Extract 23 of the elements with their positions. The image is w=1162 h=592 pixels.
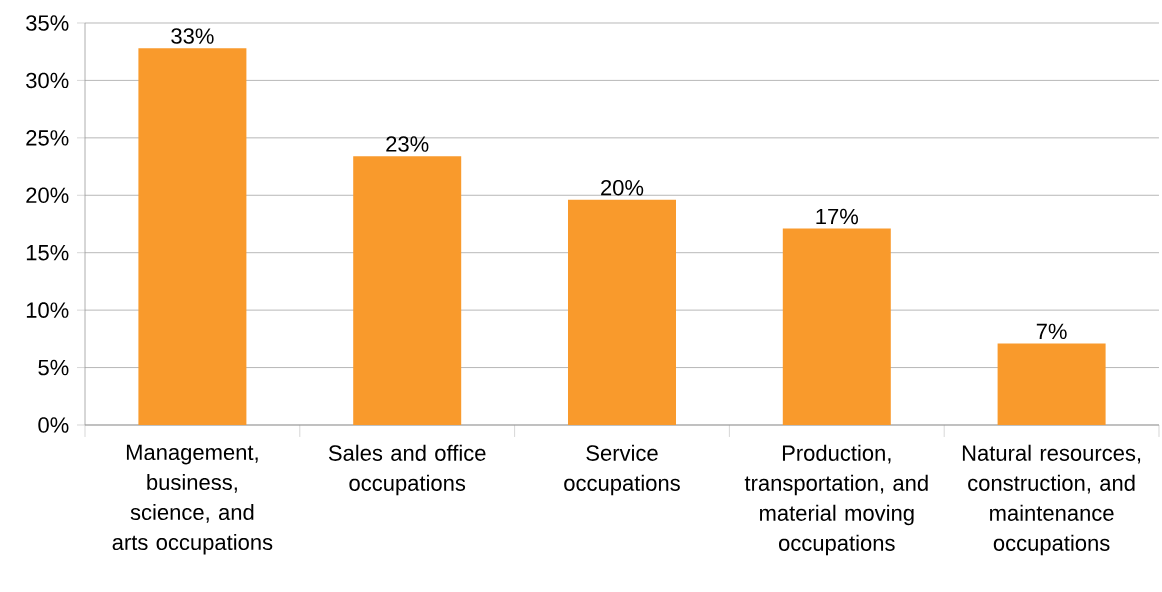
data-label: 7% (1036, 323, 1067, 340)
y-tick-label: 10% (26, 302, 69, 318)
y-tick-label: 0% (38, 417, 69, 433)
data-label: 20% (601, 179, 644, 196)
data-label: 17% (816, 208, 858, 225)
bar (997, 343, 1106, 425)
bar (568, 199, 676, 425)
data-label: 23% (386, 136, 429, 152)
x-tick-label: Management, business, science, and arts occupations (112, 444, 273, 555)
x-tick-label: Sales and office occupations (328, 444, 486, 496)
x-tick-label: Natural resources, construction, and maintenance occupations (962, 444, 1141, 556)
y-tick-label: 30% (26, 72, 69, 89)
x-tick-label: Service occupations (564, 444, 680, 496)
y-tick-label: 35% (26, 15, 69, 31)
data-label: 33% (171, 28, 214, 44)
y-tick-label: 15% (26, 244, 69, 261)
y-tick-label: 5% (38, 359, 69, 376)
y-tick-label: 20% (26, 187, 69, 204)
bar (782, 228, 891, 425)
y-tick-label: 25% (26, 130, 69, 146)
x-tick-label: Production, transportation, and material moving occupations (744, 444, 928, 556)
bar (353, 156, 462, 425)
bar (138, 48, 247, 425)
